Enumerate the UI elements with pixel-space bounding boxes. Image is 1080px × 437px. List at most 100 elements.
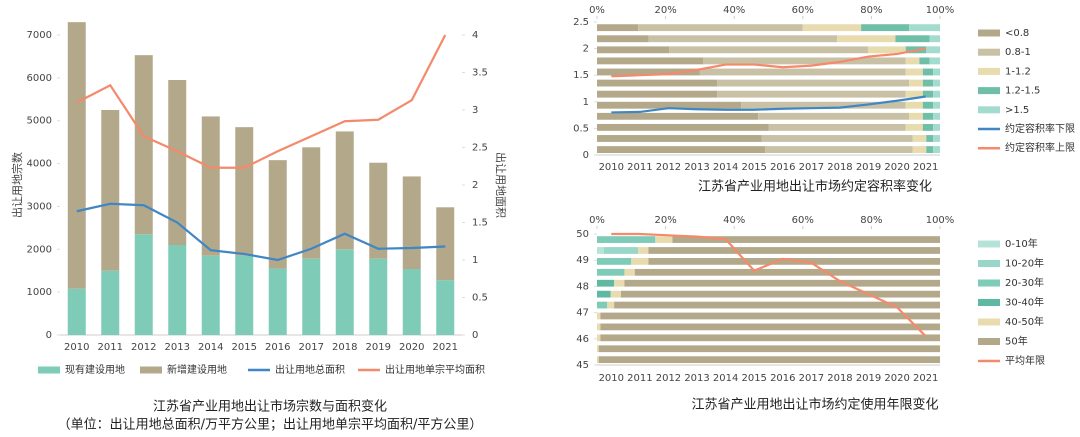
bar-segment [837,35,896,43]
legend-swatch [978,67,1000,75]
bar [134,234,153,335]
legend-label: 0.8-1 [1005,47,1031,58]
y-tick-label: 1.5 [573,70,589,81]
y-tick-label: 7000 [27,30,52,41]
bar [302,258,321,335]
bar-segment [926,146,934,154]
legend-label: 出让用地单宗平均面积 [385,363,485,376]
bar-segment [607,301,615,309]
bar-segment [912,146,927,154]
bar-segment [669,46,868,54]
bar-segment [597,236,656,243]
x-tick-label: 2010 [599,162,624,173]
bar [168,80,187,245]
bar [134,55,153,235]
bar [302,147,321,259]
bar-segment [717,90,906,98]
bar [101,110,120,271]
x-tick-label: 2010 [599,373,624,384]
bar-segment [672,236,940,243]
bar-segment [922,123,934,131]
legend-swatch [978,87,1000,95]
y2-tick-label: 1 [472,255,478,266]
x-tick-label: 2011 [627,373,652,384]
line-series [611,47,926,78]
x-tick-label: 2012 [656,162,681,173]
x-tick-label: 2020 [399,342,424,353]
bar-segment [933,123,940,131]
bar-segment [926,46,940,54]
bar-segment [909,24,940,32]
x-top-tick-label: 40% [723,215,745,226]
legend-label: 约定容积率上限 [1005,141,1075,154]
bar [402,176,421,269]
x-top-tick-label: 20% [654,5,676,16]
y-tick-label: 5000 [27,116,52,127]
bar-segment [922,90,934,98]
bar-segment [597,301,608,309]
bar [369,162,388,259]
x-tick-label: 2011 [98,342,123,353]
bar-segment [926,135,934,142]
bar-segment [597,356,599,364]
bar-segment [919,57,930,65]
legend-label: 新增建设用地 [167,363,227,376]
legend-label: 40-50年 [1005,315,1044,328]
x-tick-label: 2021 [913,373,938,384]
x-tick-label: 2016 [770,373,795,384]
bar [268,160,287,269]
bar-segment [597,323,601,331]
bar-segment [638,247,649,254]
y-tick-label: 45 [576,360,589,371]
legend-swatch [978,299,1000,306]
legend-swatch [38,366,60,374]
bar [67,288,86,335]
bar-segment [597,90,718,98]
line-series [611,232,927,337]
legend-swatch [978,260,1000,267]
bar-segment [933,101,940,109]
x-tick-label: 2011 [627,162,652,173]
x-top-tick-label: 100% [926,5,955,16]
bar-segment [597,112,759,120]
bar-segment [597,101,742,109]
y2-tick-label: 0 [472,330,478,341]
x-tick-label: 2020 [884,162,909,173]
bar-segment [802,24,862,32]
bar-segment [933,68,940,76]
bar-segment [614,301,940,309]
bar-segment [597,35,649,43]
y-axis-label: 出让用地宗数 [10,152,24,218]
bar-segment [638,24,803,32]
bar-segment [597,57,704,65]
x-tick-label: 2017 [799,162,824,173]
x-tick-label: 2015 [741,162,766,173]
y-tick-label: 49 [576,255,589,266]
legend-swatch [978,279,1000,287]
y-tick-label: 47 [576,308,589,319]
legend-swatch [140,366,162,374]
y-tick-label: 50 [576,229,589,240]
bar-segment [597,268,625,276]
bar-segment [922,79,934,87]
bar-segment [922,112,934,120]
bar-segment [699,68,906,76]
bar-segment [597,68,700,76]
bar-segment [895,35,930,43]
bar-segment [634,268,940,276]
y-tick-label: 46 [576,334,589,345]
bar-segment [929,57,940,65]
x-top-tick-label: 100% [926,215,955,226]
x-tick-label: 2018 [827,373,852,384]
bar-segment [929,35,940,43]
y2-tick-label: 1.5 [472,218,488,229]
x-tick-label: 2019 [366,342,391,353]
legend-swatch [978,240,1000,248]
x-tick-label: 2013 [684,373,709,384]
bar-segment [765,146,913,154]
y-tick-label: 0 [583,150,589,161]
legend-swatch [978,48,1000,56]
bar-segment [867,46,906,54]
bar-segment [909,79,923,87]
